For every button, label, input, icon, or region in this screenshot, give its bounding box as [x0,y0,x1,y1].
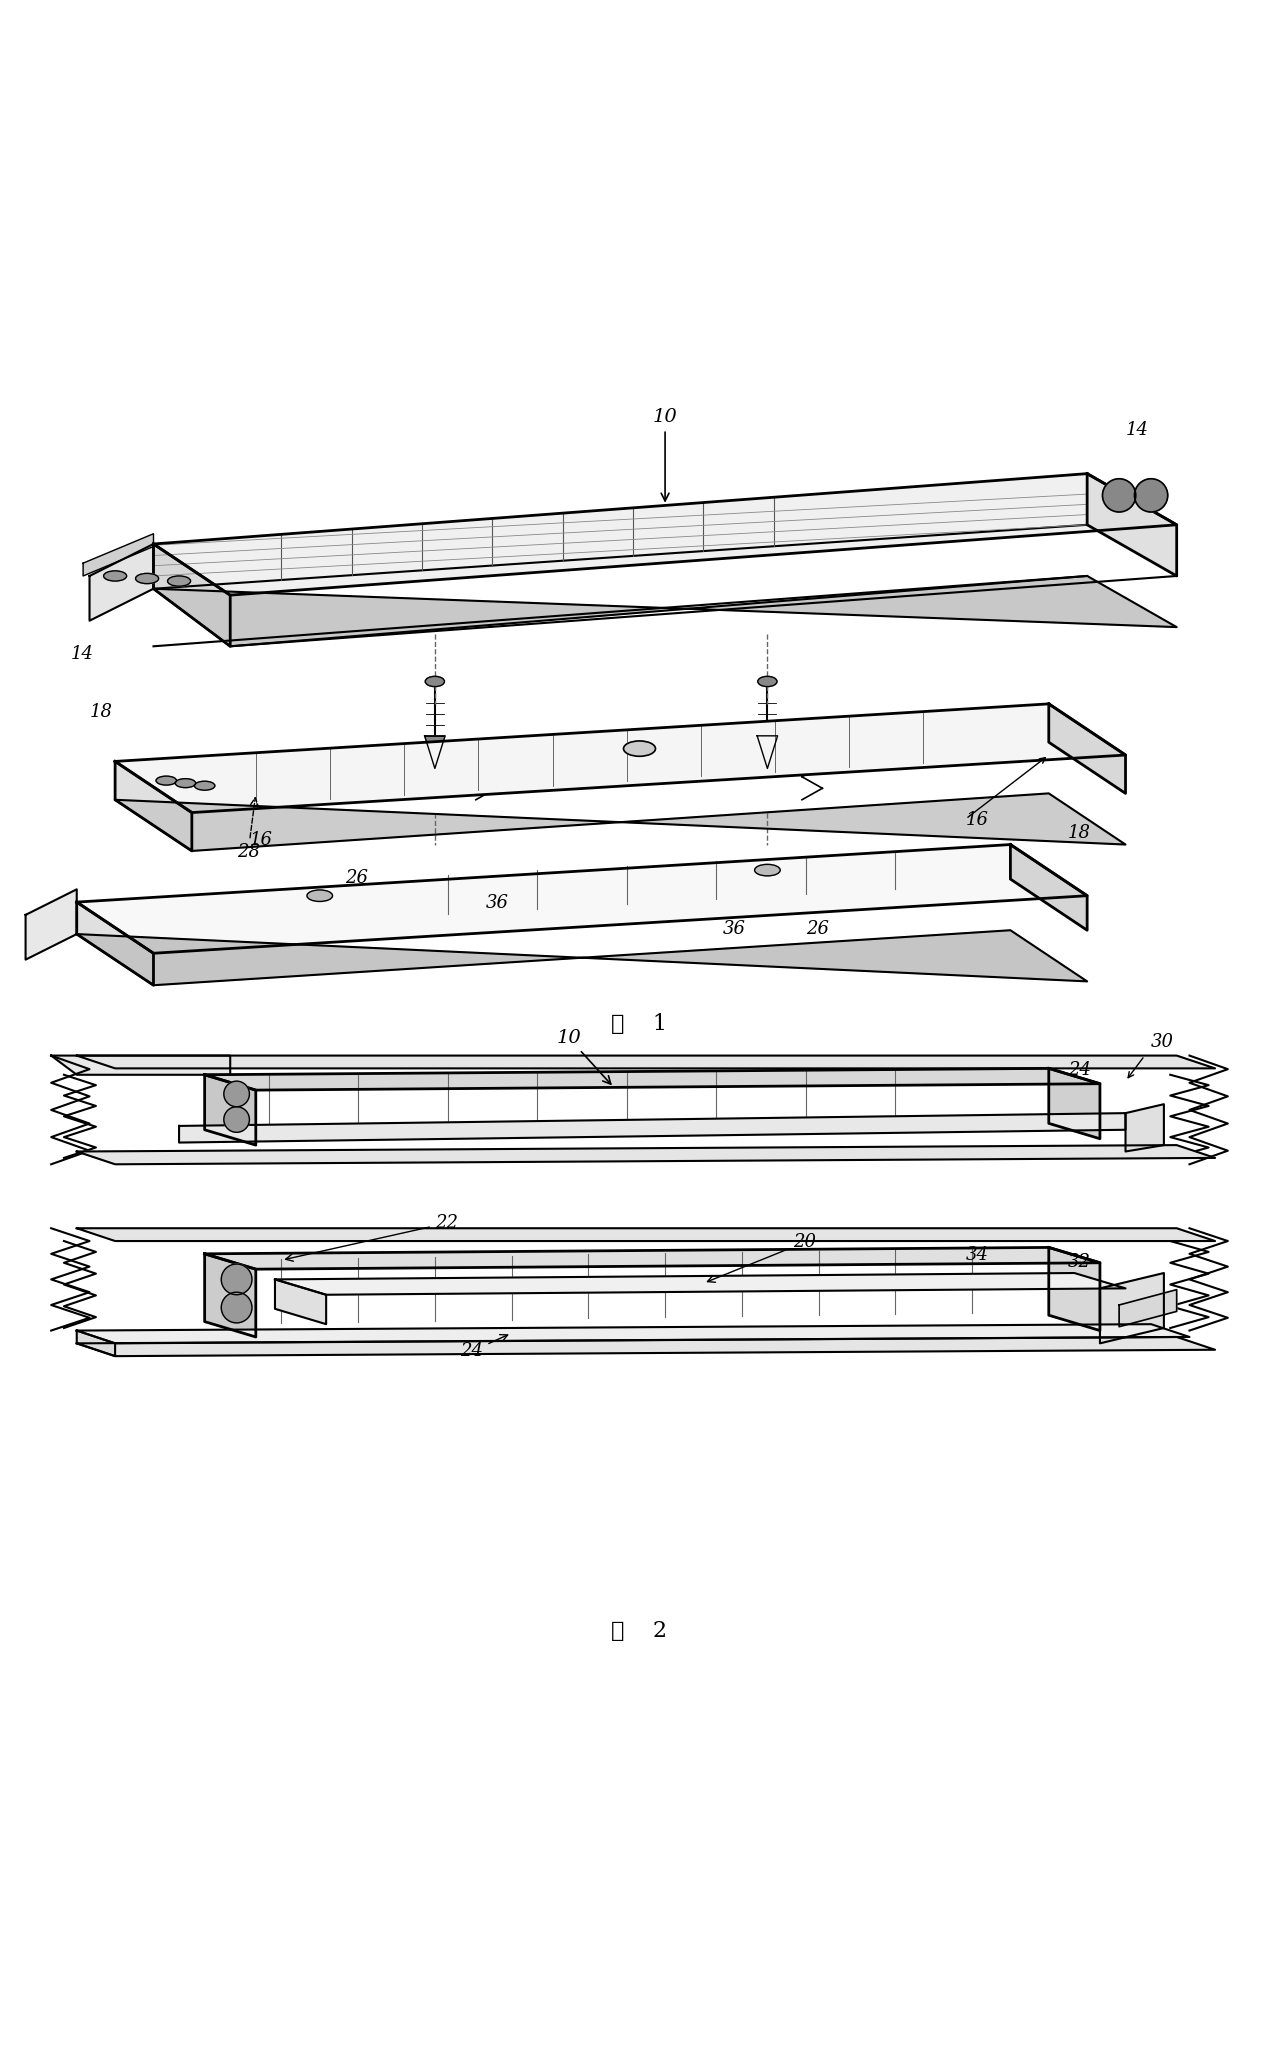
Text: 18: 18 [90,702,113,721]
Text: 10: 10 [556,1028,611,1084]
Circle shape [224,1106,249,1133]
Polygon shape [1049,1069,1100,1139]
Polygon shape [1126,1104,1164,1152]
Circle shape [224,1082,249,1106]
Ellipse shape [623,742,655,756]
Text: 24: 24 [1068,1061,1091,1079]
Polygon shape [26,890,77,960]
Polygon shape [77,931,1087,985]
Polygon shape [115,793,1126,851]
Polygon shape [205,1069,1100,1090]
Text: 26: 26 [806,921,829,937]
Circle shape [221,1265,252,1296]
Ellipse shape [104,571,127,581]
Polygon shape [77,1325,1189,1343]
Polygon shape [179,1112,1126,1143]
Text: 26: 26 [345,869,368,888]
Ellipse shape [307,890,333,902]
Polygon shape [77,1331,115,1355]
Polygon shape [1049,1248,1100,1331]
Polygon shape [205,1255,256,1337]
Circle shape [1102,478,1136,513]
Polygon shape [153,577,1177,647]
Polygon shape [1087,474,1177,577]
Ellipse shape [136,573,159,583]
Polygon shape [1100,1273,1164,1343]
Text: 图    1: 图 1 [611,1014,668,1034]
Polygon shape [77,1228,1215,1240]
Ellipse shape [755,865,780,875]
Polygon shape [275,1273,1126,1296]
Text: 36: 36 [723,921,746,937]
Polygon shape [115,705,1126,812]
Text: 16: 16 [966,812,989,830]
Polygon shape [77,1337,1215,1355]
Polygon shape [51,1055,230,1075]
Text: 10: 10 [652,408,678,501]
Polygon shape [1049,705,1126,793]
Ellipse shape [425,676,444,686]
Text: 36: 36 [486,894,509,913]
Text: 24: 24 [460,1335,508,1360]
Ellipse shape [757,676,776,686]
Polygon shape [90,544,153,620]
Circle shape [1134,478,1168,513]
Text: 30: 30 [1151,1032,1174,1051]
Polygon shape [205,1248,1100,1269]
Text: 18: 18 [1068,824,1091,843]
Text: 14: 14 [1126,420,1149,439]
Polygon shape [77,1145,1215,1164]
Text: 图    2: 图 2 [611,1619,668,1642]
Polygon shape [1119,1290,1177,1327]
Polygon shape [77,1055,1215,1069]
Text: 32: 32 [1068,1252,1091,1271]
Text: 34: 34 [966,1246,989,1265]
Polygon shape [205,1075,256,1145]
Text: 22: 22 [285,1213,458,1261]
Text: 20: 20 [707,1234,816,1281]
Polygon shape [153,474,1177,595]
Circle shape [221,1292,252,1323]
Text: 28: 28 [237,797,260,861]
Ellipse shape [168,577,191,587]
Polygon shape [425,735,445,768]
Ellipse shape [194,781,215,791]
Text: 16: 16 [249,830,272,849]
Polygon shape [757,735,778,768]
Text: 14: 14 [70,645,93,663]
Polygon shape [1010,845,1087,931]
Polygon shape [153,544,230,647]
Polygon shape [77,845,1087,954]
Ellipse shape [175,779,196,787]
Ellipse shape [156,777,177,785]
Polygon shape [115,762,192,851]
Polygon shape [83,534,153,577]
Polygon shape [77,902,153,985]
Polygon shape [275,1279,326,1325]
